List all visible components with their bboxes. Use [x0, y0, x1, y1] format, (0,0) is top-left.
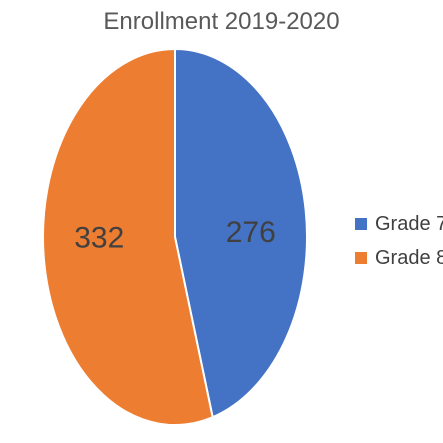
chart-title: Enrollment 2019-2020 — [103, 8, 340, 35]
pie-slice-grade-7[interactable] — [174, 47, 308, 419]
legend-item-grade-7[interactable]: Grade 7 — [355, 207, 443, 241]
legend-item-grade-8[interactable]: Grade 8 — [355, 241, 443, 275]
legend-swatch-grade-7 — [355, 218, 367, 230]
legend-label-grade-7: Grade 7 — [375, 212, 443, 235]
data-label-grade-7: 276 — [226, 216, 276, 249]
legend: Grade 7 Grade 8 — [355, 207, 443, 275]
data-label-grade-8: 332 — [74, 222, 124, 255]
legend-label-grade-8: Grade 8 — [375, 246, 443, 269]
pie-slice-grade-8[interactable] — [42, 47, 214, 426]
legend-swatch-grade-8 — [355, 252, 367, 264]
